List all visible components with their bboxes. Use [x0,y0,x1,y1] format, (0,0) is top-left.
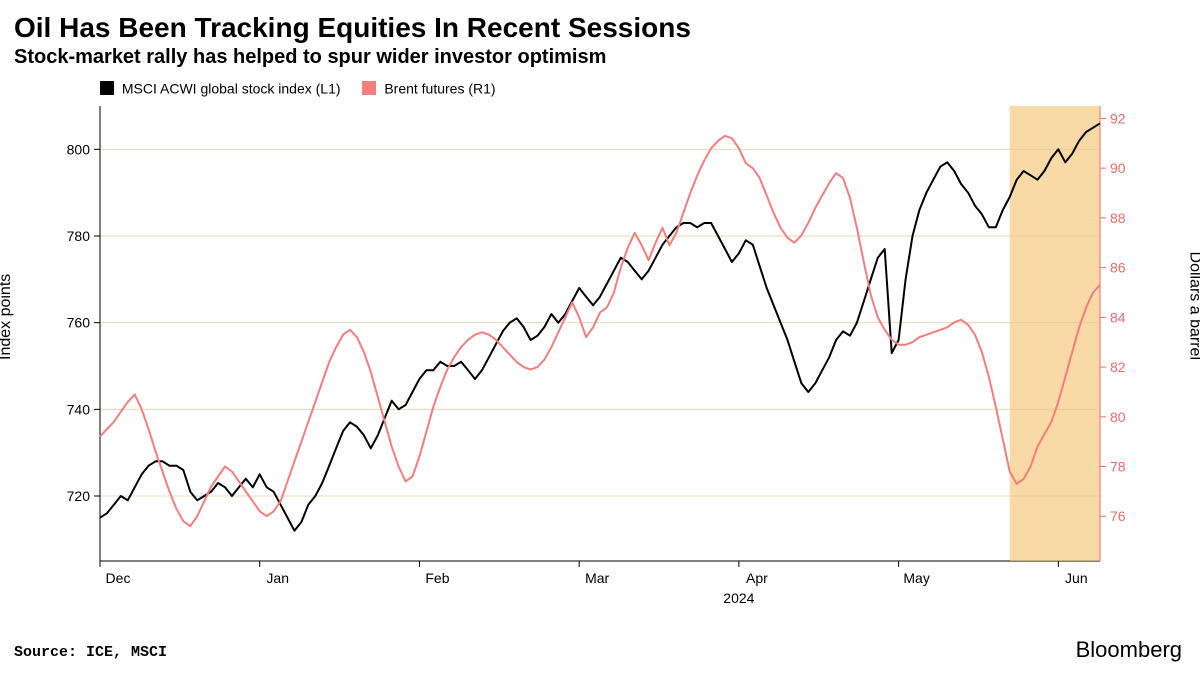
svg-text:78: 78 [1110,459,1126,475]
svg-text:84: 84 [1110,309,1126,325]
svg-text:800: 800 [67,141,91,157]
svg-text:May: May [903,570,929,586]
svg-text:88: 88 [1110,210,1126,226]
svg-text:2024: 2024 [723,590,754,606]
chart-title: Oil Has Been Tracking Equities In Recent… [0,12,1200,46]
svg-text:Jun: Jun [1065,570,1088,586]
svg-text:780: 780 [67,228,91,244]
svg-text:Mar: Mar [585,570,609,586]
chart-container: Oil Has Been Tracking Equities In Recent… [0,0,1200,675]
chart-area: Index points Dollars a barrel Dec Jan Feb M… [0,102,1200,617]
svg-text:80: 80 [1110,409,1126,425]
svg-text:92: 92 [1110,110,1126,126]
svg-text:86: 86 [1110,260,1126,276]
legend-swatch-brent [362,81,376,95]
svg-text:720: 720 [67,488,91,504]
legend-item-brent: Brent futures (R1) [362,79,495,96]
svg-text:Apr: Apr [746,570,768,586]
svg-text:760: 760 [67,315,91,331]
legend-label-brent: Brent futures (R1) [384,80,495,96]
svg-text:76: 76 [1110,508,1126,524]
chart-svg: Dec Jan Feb Mar Apr May Jun 2024 720 740 760 780 800… [42,102,1158,617]
legend-swatch-msci [100,81,114,95]
svg-text:90: 90 [1110,160,1126,176]
chart-subtitle: Stock-market rally has helped to spur wi… [0,46,1200,75]
svg-text:Dec: Dec [106,570,131,586]
legend-label-msci: MSCI ACWI global stock index (L1) [122,80,341,96]
y-axis-left-label: Index points [0,273,15,359]
svg-text:Jan: Jan [266,570,289,586]
y-axis-right-label: Dollars a barrel [1185,251,1200,359]
source-text: Source: ICE, MSCI [14,644,167,661]
svg-text:82: 82 [1110,359,1126,375]
brand-text: Bloomberg [1076,637,1182,663]
svg-text:740: 740 [67,401,91,417]
svg-text:Feb: Feb [425,570,449,586]
legend-item-msci: MSCI ACWI global stock index (L1) [100,79,341,96]
legend: MSCI ACWI global stock index (L1) Brent … [0,75,1200,96]
footer: Source: ICE, MSCI Bloomberg [0,623,1200,675]
